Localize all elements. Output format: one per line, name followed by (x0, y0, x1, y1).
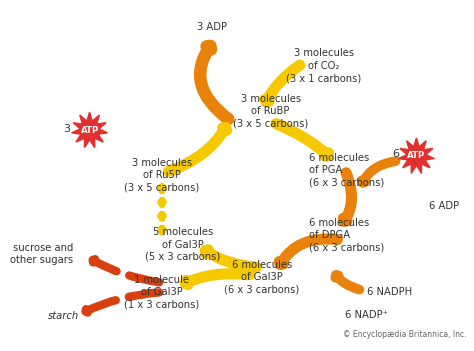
Text: 6 molecules
of DPGA
(6 x 3 carbons): 6 molecules of DPGA (6 x 3 carbons) (309, 218, 384, 252)
Text: © Encyclopædia Britannica, Inc.: © Encyclopædia Britannica, Inc. (343, 330, 467, 339)
Text: 5 molecules
of Gal3P
(5 x 3 carbons): 5 molecules of Gal3P (5 x 3 carbons) (146, 227, 220, 262)
Text: sucrose and
other sugars: sucrose and other sugars (10, 243, 73, 265)
Text: starch: starch (48, 311, 80, 321)
Text: 6 molecules
of Gal3P
(6 x 3 carbons): 6 molecules of Gal3P (6 x 3 carbons) (224, 260, 300, 294)
Text: 3: 3 (63, 124, 70, 134)
Text: ATP: ATP (407, 152, 426, 160)
Text: ATP: ATP (81, 126, 99, 135)
Text: 6 ADP: 6 ADP (429, 200, 459, 211)
Text: 3 molecules
of RuBP
(3 x 5 carbons): 3 molecules of RuBP (3 x 5 carbons) (233, 94, 308, 128)
Text: 6: 6 (392, 149, 399, 159)
Text: 3 molecules
of CO₂
(3 x 1 carbons): 3 molecules of CO₂ (3 x 1 carbons) (286, 48, 362, 83)
Text: 3 ADP: 3 ADP (197, 22, 227, 32)
Polygon shape (399, 138, 434, 173)
Text: 3 molecules
of Ru5P
(3 x 5 carbons): 3 molecules of Ru5P (3 x 5 carbons) (124, 158, 200, 192)
Polygon shape (72, 112, 108, 148)
Text: 6 molecules
of PGA
(6 x 3 carbons): 6 molecules of PGA (6 x 3 carbons) (309, 153, 384, 188)
Text: 6 NADPH: 6 NADPH (367, 287, 412, 297)
Text: 6 NADP⁺: 6 NADP⁺ (345, 310, 388, 320)
Text: 1 molecule
of Gal3P
(1 x 3 carbons): 1 molecule of Gal3P (1 x 3 carbons) (124, 275, 200, 310)
